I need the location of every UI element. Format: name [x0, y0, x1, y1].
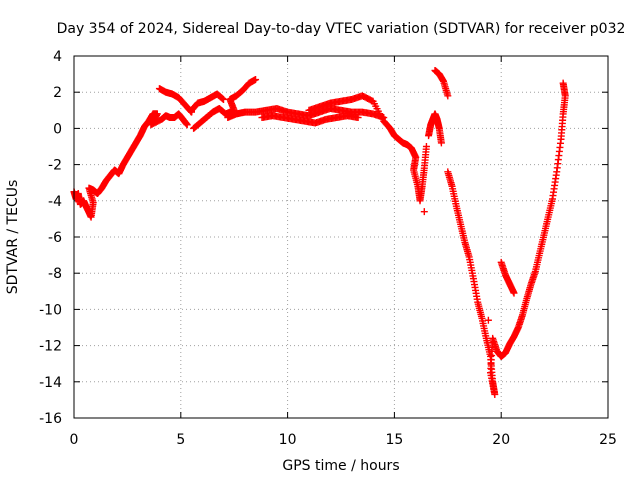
data-point	[183, 121, 191, 129]
series-points	[70, 66, 569, 398]
y-tick-label: -10	[39, 302, 62, 318]
y-tick-label: -14	[39, 375, 62, 391]
data-point	[354, 114, 362, 122]
y-tick-label: 4	[53, 49, 62, 65]
y-tick-label: -16	[39, 411, 62, 427]
chart-title: Day 354 of 2024, Sidereal Day-to-day VTE…	[57, 21, 626, 37]
y-tick-label: -12	[39, 339, 62, 355]
y-tick-label: 2	[53, 85, 62, 101]
y-tick-label: -4	[48, 194, 62, 210]
x-tick-label: 25	[599, 432, 617, 448]
data-point	[220, 95, 228, 103]
y-axis-label: SDTVAR / TECUs	[5, 180, 21, 295]
x-tick-label: 15	[385, 432, 403, 448]
y-tick-label: -2	[48, 158, 62, 174]
axis-tick-labels: 0 5 10 15 20 25 -16 -14 -12 -10 -8 -6 -4 -2 0 2 4	[39, 49, 617, 448]
data-point	[422, 143, 430, 150]
x-tick-label: 0	[70, 432, 79, 448]
data-point	[252, 76, 260, 84]
y-tick-label: -8	[48, 266, 62, 282]
x-tick-label: 20	[492, 432, 510, 448]
data-point	[420, 208, 428, 216]
y-tick-label: -6	[48, 230, 62, 246]
data-point	[484, 316, 492, 324]
data-point	[437, 139, 445, 147]
x-axis-label: GPS time / hours	[282, 458, 399, 474]
data-point	[444, 92, 452, 100]
x-tick-label: 5	[176, 432, 185, 448]
data-point	[559, 79, 567, 87]
x-tick-label: 10	[279, 432, 297, 448]
data-point	[510, 289, 518, 297]
y-tick-label: 0	[53, 121, 62, 137]
plot-frame	[73, 55, 609, 419]
